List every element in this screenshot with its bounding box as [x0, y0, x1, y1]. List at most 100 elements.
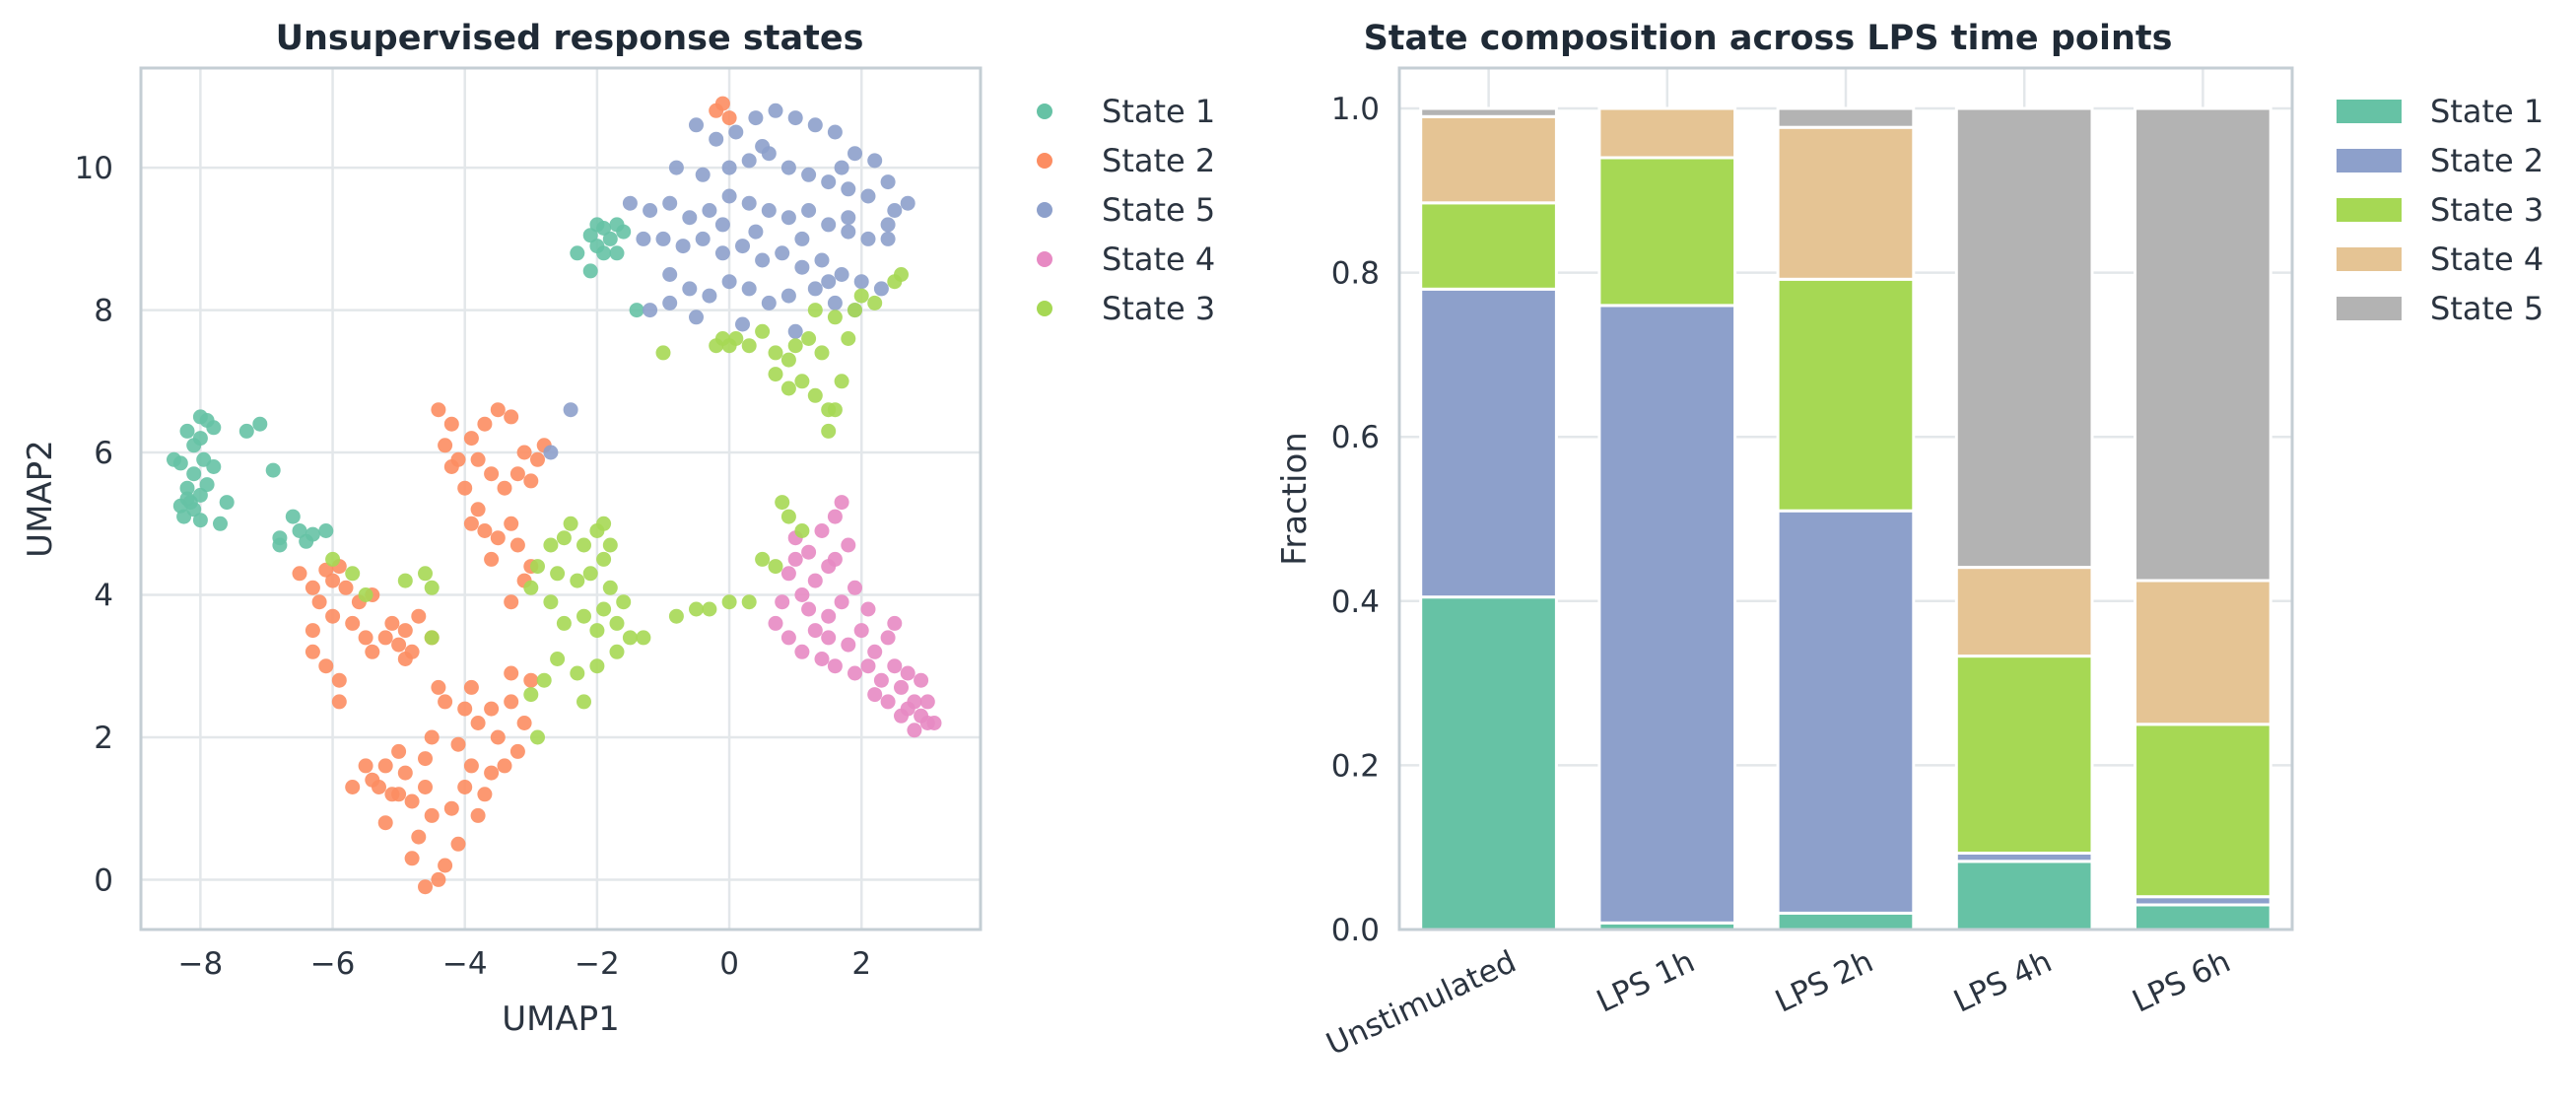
scatter-point — [556, 615, 572, 631]
scatter-point — [377, 630, 393, 646]
scatter-point — [477, 787, 493, 802]
scatter-point — [404, 851, 420, 866]
bar-segment — [1419, 114, 1558, 205]
scatter-legend-label: State 5 — [1102, 191, 1215, 229]
scatter-point — [748, 224, 764, 240]
scatter-point — [457, 701, 473, 717]
scatter-point — [305, 580, 320, 595]
scatter-point — [477, 416, 493, 432]
bar-y-ticks: 0.0 0.2 0.4 0.6 0.8 1.0 — [1331, 92, 1380, 948]
bar-segment — [1776, 911, 1916, 931]
scatter-point — [470, 502, 486, 517]
scatter-point — [827, 551, 843, 567]
scatter-point — [570, 665, 585, 681]
scatter-point — [880, 630, 896, 646]
bar-y-axis-label: Fraction — [1275, 432, 1315, 566]
bar-segment — [2134, 903, 2272, 931]
scatter-point — [345, 566, 361, 582]
scatter-x-ticks: −8 −6 −4 −2 0 2 — [178, 946, 872, 982]
bar-x-tick-label: LPS 6h — [2128, 944, 2236, 1020]
scatter-point — [880, 231, 896, 246]
scatter-point — [655, 345, 671, 361]
scatter-point — [463, 431, 479, 447]
scatter-point — [801, 331, 817, 346]
scatter-point — [172, 455, 188, 471]
scatter-point — [582, 263, 598, 279]
bar-axes-frame — [1397, 66, 2294, 931]
scatter-point — [709, 338, 724, 354]
scatter-point — [358, 758, 373, 774]
scatter-point — [377, 758, 393, 774]
scatter-point — [570, 573, 585, 588]
scatter-point — [827, 509, 843, 524]
scatter-point — [596, 551, 612, 567]
scatter-point — [536, 672, 552, 688]
scatter-point — [497, 480, 512, 496]
bar-segments — [1419, 106, 2272, 931]
bar-y-tick-label: 0.8 — [1331, 256, 1380, 292]
scatter-point — [880, 694, 896, 710]
scatter-point — [709, 131, 724, 147]
scatter-y-tick-label: 6 — [94, 436, 113, 471]
scatter-point — [305, 623, 320, 639]
scatter-point — [490, 530, 506, 546]
scatter-point — [509, 537, 525, 553]
scatter-point — [450, 736, 466, 752]
scatter-gridlines — [141, 68, 981, 930]
scatter-point — [702, 203, 717, 218]
scatter-point — [914, 672, 929, 688]
scatter-point — [807, 573, 823, 588]
scatter-y-tick-label: 4 — [94, 579, 113, 614]
scatter-point — [318, 562, 334, 578]
scatter-point — [372, 780, 386, 794]
scatter-point — [827, 402, 843, 418]
bar-x-tick-label: LPS 4h — [1948, 944, 2057, 1020]
scatter-point — [431, 402, 446, 418]
scatter-point — [827, 658, 843, 674]
scatter-point — [504, 665, 519, 681]
scatter-point — [331, 694, 347, 710]
scatter-point — [358, 587, 373, 602]
scatter-point — [787, 323, 803, 339]
scatter-point — [841, 331, 856, 346]
scatter-point — [272, 537, 288, 553]
bar-segment — [1419, 287, 1558, 599]
scatter-point — [523, 580, 539, 595]
scatter-point — [860, 188, 876, 204]
scatter-point — [622, 195, 638, 211]
scatter-point — [873, 672, 889, 688]
scatter-point — [900, 665, 915, 681]
scatter-point — [853, 288, 869, 304]
bar-segment — [1419, 201, 1558, 291]
scatter-point — [814, 652, 830, 666]
scatter-point — [582, 228, 598, 243]
scatter-point — [609, 245, 625, 261]
scatter-point — [431, 679, 446, 695]
scatter-point — [602, 580, 618, 595]
scatter-point — [358, 630, 373, 646]
scatter-point — [530, 451, 545, 467]
bar-segment — [2134, 579, 2272, 726]
scatter-point — [325, 573, 341, 588]
scatter-point — [668, 160, 684, 175]
scatter-point — [695, 167, 711, 182]
bar-segment — [1954, 655, 2094, 855]
scatter-point — [365, 644, 380, 659]
scatter-point — [801, 203, 817, 218]
scatter-x-tick-label: −4 — [442, 946, 488, 982]
scatter-point — [662, 295, 678, 310]
scatter-point — [834, 594, 849, 610]
scatter-y-axis-label: UMAP2 — [21, 440, 60, 558]
scatter-point — [761, 295, 777, 310]
scatter-point — [860, 601, 876, 617]
scatter-point — [780, 352, 796, 368]
scatter-point — [755, 323, 771, 339]
scatter-point — [721, 338, 737, 354]
scatter-point — [780, 210, 796, 226]
scatter-point — [834, 374, 849, 389]
bar-y-tick-label: 0.0 — [1331, 913, 1380, 948]
scatter-point — [643, 203, 658, 218]
scatter-point — [418, 780, 433, 794]
scatter-point — [780, 380, 796, 396]
scatter-point — [794, 523, 810, 538]
